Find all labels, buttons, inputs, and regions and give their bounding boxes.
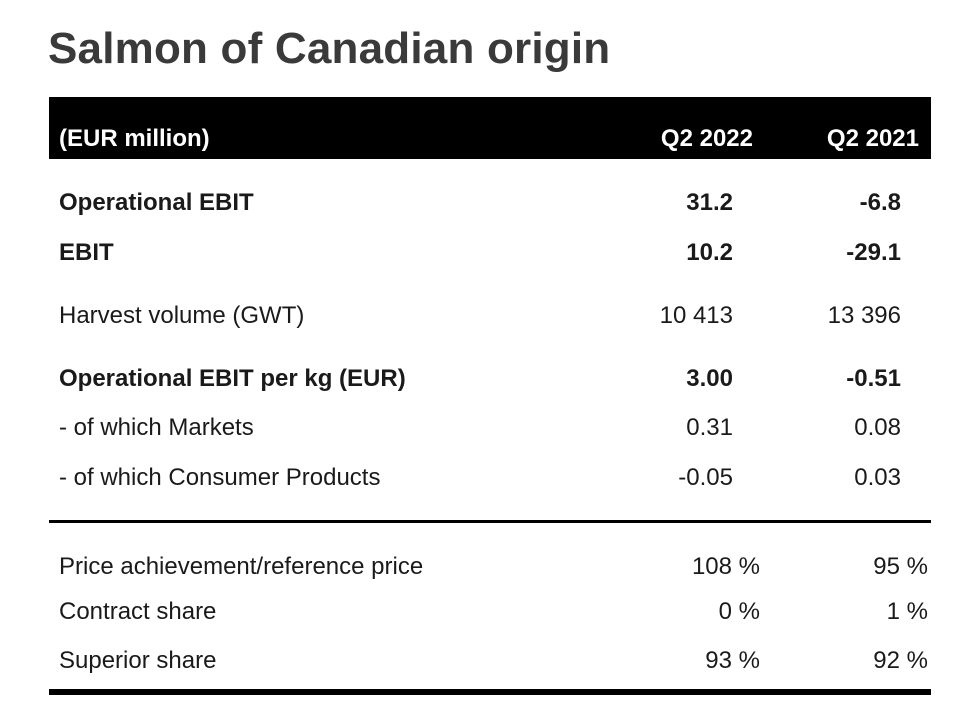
value-q2-2022: 31.2 [686,189,733,216]
row-label-contract-share: Contract share [59,598,217,625]
value-q2-2022: 0 % [718,598,760,625]
row-label-price-achievement: Price achievement/reference price [59,553,424,580]
value-q2-2021: -6.8 [859,189,901,216]
value-q2-2021: -29.1 [846,239,901,266]
row-label-operational-ebit: Operational EBIT [59,189,254,216]
value-q2-2022: 108 % [691,553,760,580]
row-label-ebit: EBIT [59,239,114,266]
value-q2-2022: 3.00 [686,365,733,392]
value-q2-2021: -0.51 [846,365,901,392]
value-q2-2021: 92 % [873,647,928,674]
value-q2-2022: 0.31 [686,414,733,441]
value-q2-2021: 0.08 [854,414,901,441]
value-q2-2021: 13 396 [827,302,901,329]
row-label-markets: - of which Markets [59,414,254,441]
page-title: Salmon of Canadian origin [48,24,611,73]
column-header-q2-2021: Q2 2021 [826,125,919,152]
value-q2-2021: 1 % [886,598,928,625]
row-label-superior-share: Superior share [59,647,217,674]
value-q2-2022: 10.2 [686,239,733,266]
column-header-q2-2022: Q2 2022 [660,125,753,152]
table-bottom-rule [49,689,931,695]
value-q2-2021: 0.03 [854,464,901,491]
value-q2-2022: 93 % [705,647,760,674]
section-divider [49,520,931,523]
table-header: (EUR million) Q2 2022 Q2 2021 [49,97,931,159]
row-label-harvest-volume: Harvest volume (GWT) [59,302,305,329]
unit-label: (EUR million) [59,125,210,152]
value-q2-2021: 95 % [873,553,928,580]
value-q2-2022: 10 413 [659,302,733,329]
row-label-consumer-products: - of which Consumer Products [59,464,381,491]
row-label-operational-ebit-per-kg: Operational EBIT per kg (EUR) [59,365,406,392]
value-q2-2022: -0.05 [678,464,733,491]
